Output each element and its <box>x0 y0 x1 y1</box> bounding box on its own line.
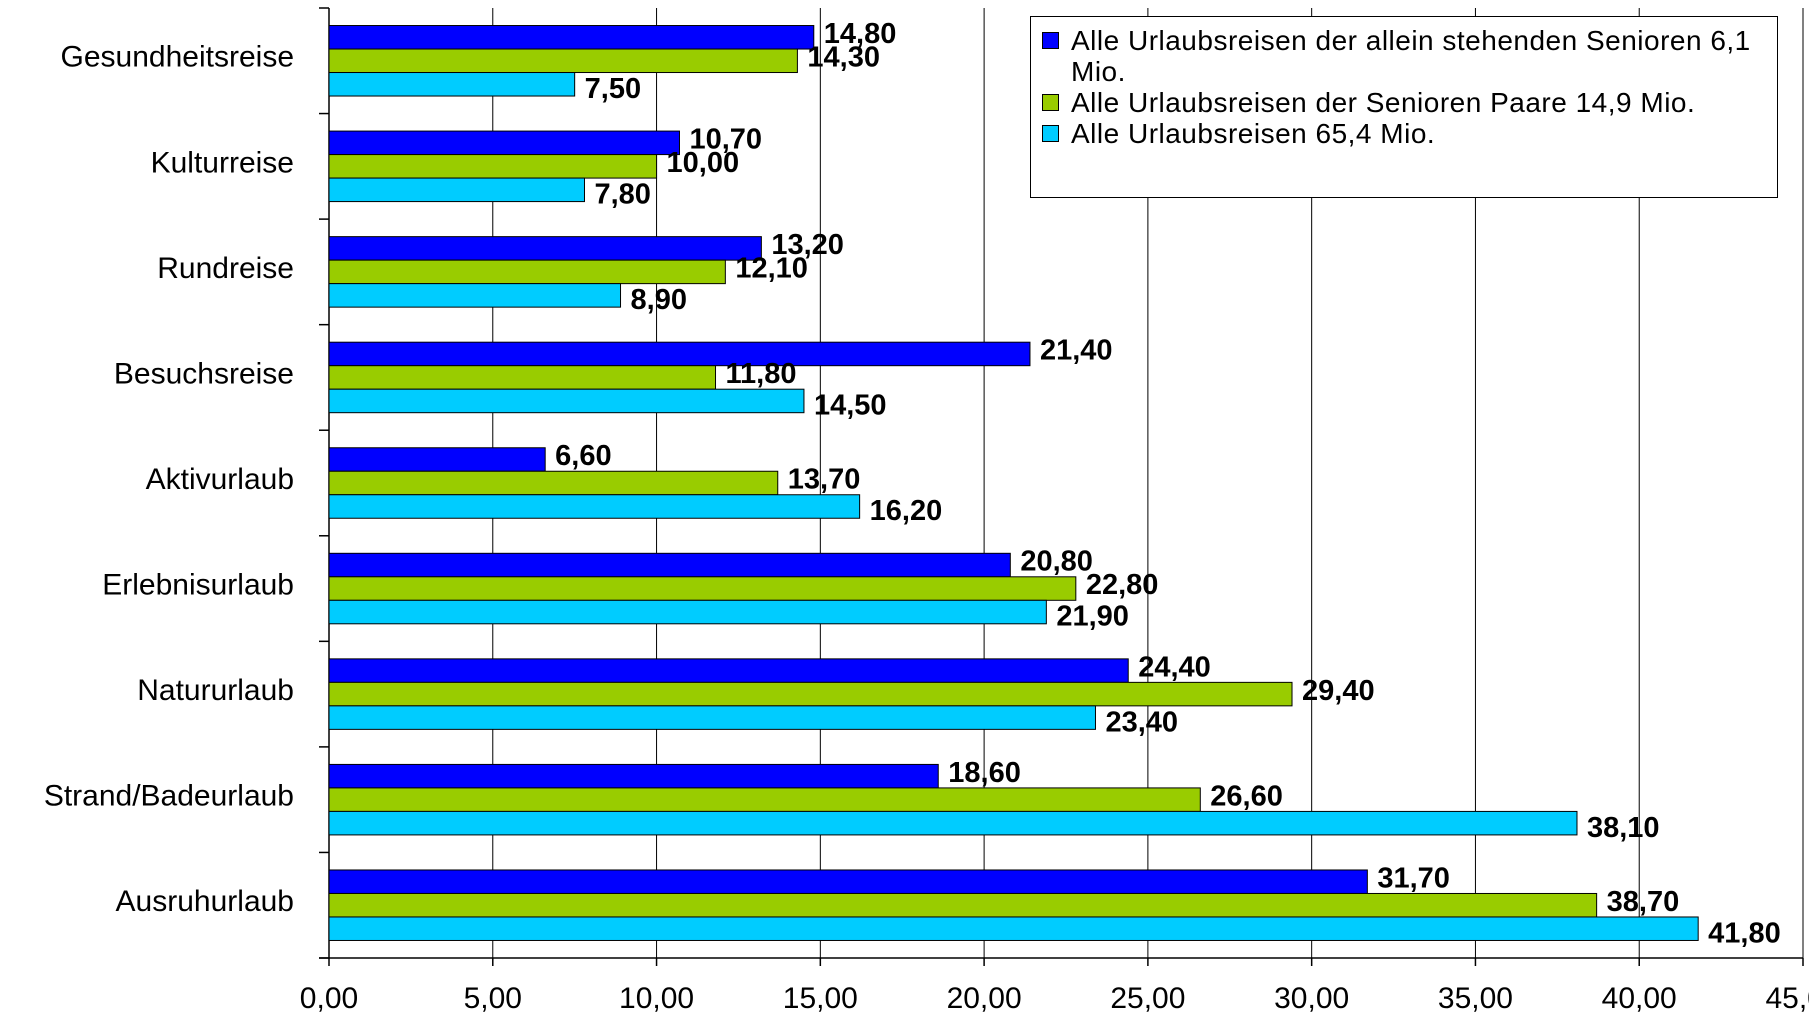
bar <box>328 25 815 50</box>
legend-label: Alle Urlaubsreisen der Senioren Paare 14… <box>1071 87 1696 118</box>
legend-swatch <box>1042 125 1059 142</box>
bar <box>328 869 1368 894</box>
bar <box>328 388 805 414</box>
value-label: 22,80 <box>1086 569 1159 601</box>
value-label: 38,70 <box>1607 886 1680 918</box>
legend-item: Alle Urlaubsreisen der Senioren Paare 14… <box>1042 87 1763 118</box>
bar <box>328 916 1699 941</box>
x-tick-label: 15,00 <box>783 982 858 1015</box>
value-label: 14,30 <box>807 41 880 73</box>
bar <box>328 130 680 156</box>
bar <box>328 658 1129 683</box>
bar <box>328 494 861 519</box>
category-label: Besuchsreise <box>114 357 294 390</box>
value-label: 26,60 <box>1210 780 1283 812</box>
x-tick-label: 35,00 <box>1438 982 1513 1015</box>
x-tick-label: 20,00 <box>947 982 1022 1015</box>
bar <box>328 48 798 74</box>
value-label: 13,20 <box>771 229 844 261</box>
value-label: 23,40 <box>1105 706 1178 738</box>
value-label: 18,60 <box>948 757 1021 789</box>
bar <box>328 763 939 789</box>
value-label: 20,80 <box>1020 546 1093 578</box>
value-label: 21,40 <box>1040 335 1113 367</box>
category-label: Kulturreise <box>151 146 294 179</box>
value-label: 16,20 <box>870 495 943 527</box>
legend-label: Alle Urlaubsreisen 65,4 Mio. <box>1071 118 1436 149</box>
bar <box>328 470 779 496</box>
value-label: 31,70 <box>1377 862 1450 894</box>
value-label: 41,80 <box>1708 917 1781 949</box>
bar <box>328 552 1011 578</box>
bar <box>328 283 622 308</box>
bar <box>328 810 1578 836</box>
legend-item: Alle Urlaubsreisen der allein stehenden … <box>1042 25 1763 87</box>
value-label: 21,90 <box>1056 601 1129 633</box>
x-tick-label: 5,00 <box>464 982 522 1015</box>
value-label: 10,00 <box>667 147 740 179</box>
x-tick-label: 10,00 <box>619 982 694 1015</box>
category-label: Aktivurlaub <box>146 463 294 496</box>
x-tick-label: 40,00 <box>1602 982 1677 1015</box>
bar <box>328 447 546 472</box>
category-label: Gesundheitsreise <box>61 41 294 74</box>
bar <box>328 599 1047 625</box>
value-label: 38,10 <box>1587 812 1660 844</box>
legend-swatch <box>1042 94 1059 111</box>
bar <box>328 365 717 390</box>
value-label: 7,80 <box>594 178 650 210</box>
value-label: 14,80 <box>824 18 897 50</box>
value-label: 14,50 <box>814 390 887 422</box>
legend-swatch <box>1042 32 1059 49</box>
category-label: Natururlaub <box>137 674 294 707</box>
x-tick-label: 25,00 <box>1110 982 1185 1015</box>
legend-item: Alle Urlaubsreisen 65,4 Mio. <box>1042 118 1763 149</box>
category-label: Ausruhurlaub <box>116 885 294 918</box>
bar <box>328 72 576 97</box>
value-label: 7,50 <box>585 73 641 105</box>
bar <box>328 576 1077 601</box>
x-tick-label: 30,00 <box>1274 982 1349 1015</box>
value-label: 6,60 <box>555 440 611 472</box>
value-label: 24,40 <box>1138 651 1211 683</box>
bar <box>328 341 1031 367</box>
value-label: 12,10 <box>735 253 808 285</box>
value-label: 8,90 <box>631 284 687 316</box>
bar <box>328 236 762 261</box>
legend: Alle Urlaubsreisen der allein stehenden … <box>1030 16 1778 198</box>
x-tick-label: 0,00 <box>300 982 358 1015</box>
bar <box>328 681 1293 707</box>
bar <box>328 154 658 179</box>
value-label: 11,80 <box>726 358 797 390</box>
category-label: Rundreise <box>157 252 294 285</box>
bar <box>328 259 726 285</box>
value-label: 13,70 <box>788 464 861 496</box>
category-label: Erlebnisurlaub <box>102 568 294 601</box>
bar <box>328 892 1598 918</box>
value-label: 10,70 <box>689 123 762 155</box>
x-tick-label: 45,00 <box>1765 982 1809 1015</box>
legend-label: Alle Urlaubsreisen der allein stehenden … <box>1071 25 1751 87</box>
category-label: Strand/Badeurlaub <box>44 780 294 813</box>
value-label: 29,40 <box>1302 675 1375 707</box>
bar <box>328 705 1096 730</box>
bar <box>328 177 585 203</box>
bar <box>328 787 1201 812</box>
